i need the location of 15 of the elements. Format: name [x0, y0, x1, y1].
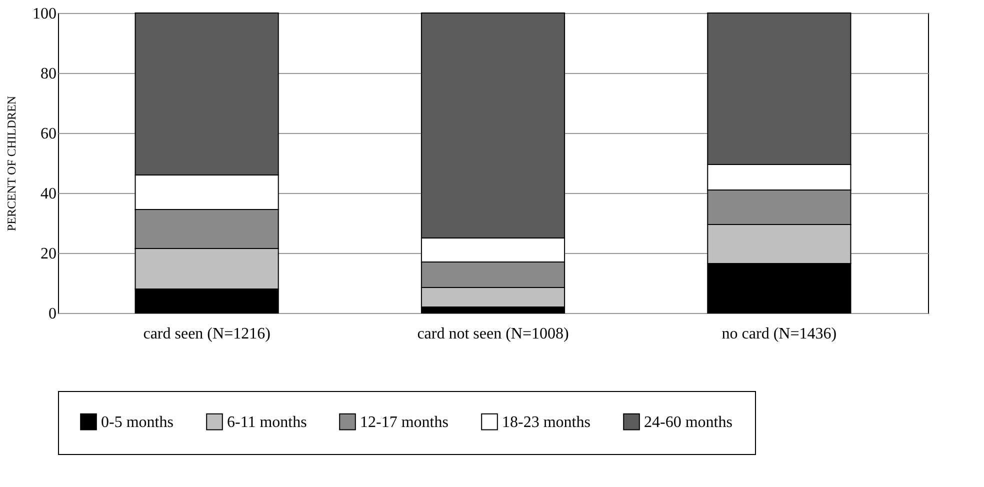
y-axis-title: PERCENT OF CHILDREN — [4, 96, 18, 232]
legend-label: 6-11 months — [227, 414, 307, 431]
y-tick-label: 40 — [40, 186, 56, 202]
y-tick-label: 100 — [32, 6, 56, 22]
y-tick-label: 20 — [40, 246, 56, 262]
legend-label: 12-17 months — [360, 414, 448, 431]
legend-label: 0-5 months — [101, 414, 174, 431]
legend-label: 24-60 months — [644, 414, 732, 431]
x-tick-label: card not seen (N=1008) — [417, 326, 569, 342]
y-tick-label: 80 — [40, 66, 56, 82]
x-tick-label: card seen (N=1216) — [143, 326, 270, 342]
x-tick-label: no card (N=1436) — [722, 326, 837, 342]
legend-label: 18-23 months — [502, 414, 590, 431]
y-tick-label: 0 — [48, 306, 56, 322]
y-tick-label: 60 — [40, 126, 56, 142]
